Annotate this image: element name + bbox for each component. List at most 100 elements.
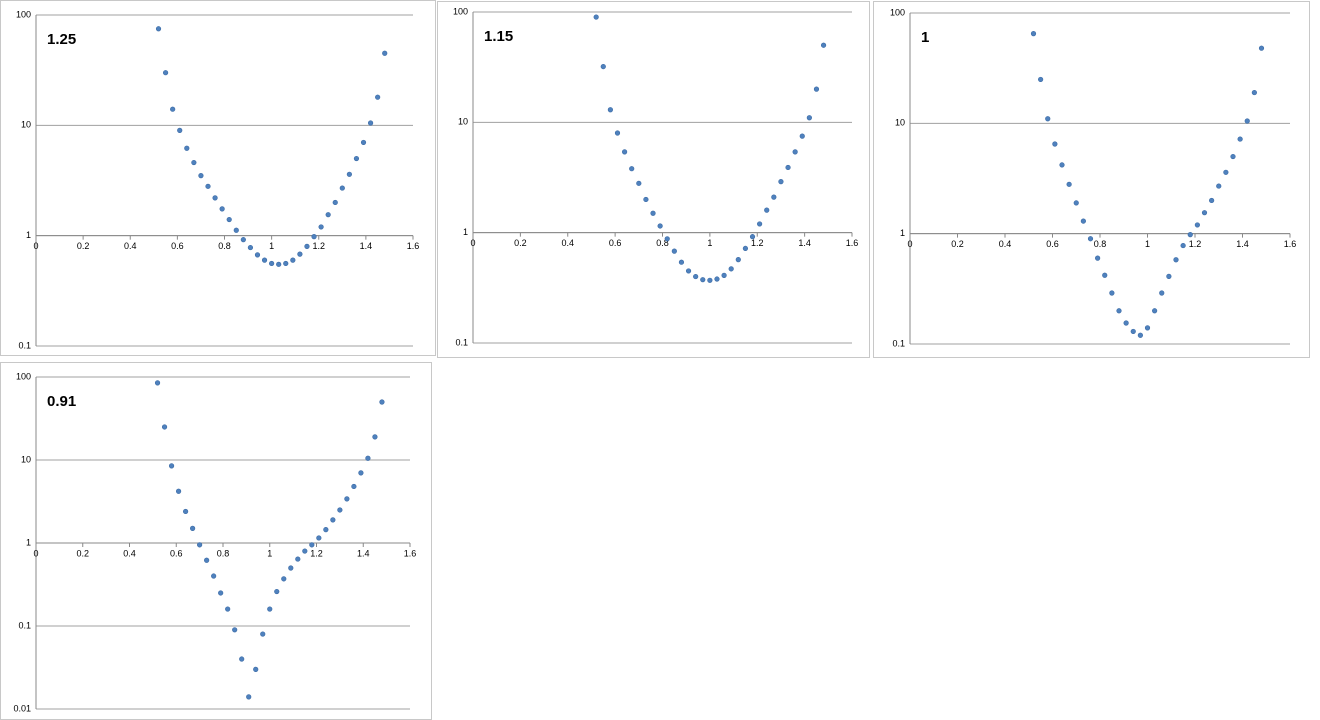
y-tick-label: 10 (21, 120, 31, 130)
data-point (1230, 153, 1236, 160)
x-tick-label: 1.2 (310, 548, 323, 558)
data-point (162, 70, 169, 76)
data-point (799, 133, 805, 139)
data-point (330, 517, 336, 523)
data-point (1123, 320, 1129, 326)
data-point (161, 424, 168, 430)
x-tick-label: 0 (907, 239, 912, 249)
data-point (600, 63, 606, 70)
data-point (1258, 45, 1265, 51)
data-point (254, 252, 261, 258)
data-point (785, 164, 791, 171)
y-tick-label: 10 (21, 454, 31, 464)
x-tick-label: 1.6 (846, 238, 859, 248)
data-point (205, 183, 211, 189)
chart-frame (0, 0, 436, 356)
data-point (1209, 197, 1215, 204)
data-point (636, 180, 642, 186)
data-point (1152, 308, 1158, 314)
data-point (281, 576, 287, 582)
data-point (650, 210, 656, 216)
data-point (1144, 325, 1151, 331)
data-point (1201, 210, 1208, 216)
x-tick-label: 1.2 (312, 241, 325, 251)
chart-frame (437, 1, 870, 358)
data-point (764, 207, 770, 213)
data-point (344, 496, 350, 502)
data-point (621, 149, 628, 155)
data-point (353, 155, 360, 162)
x-tick-label: 1.6 (1284, 239, 1297, 249)
data-point (1251, 89, 1257, 96)
y-tick-label: 10 (895, 118, 905, 128)
data-point (1116, 308, 1122, 314)
data-point (1087, 236, 1094, 242)
data-point (757, 221, 763, 227)
data-point (806, 115, 812, 121)
data-point (175, 488, 182, 494)
data-point (1066, 181, 1072, 187)
data-point (309, 542, 315, 548)
data-point (316, 535, 322, 541)
x-tick-label: 0.6 (1046, 239, 1059, 249)
data-point (372, 434, 378, 440)
data-point (1080, 218, 1086, 224)
x-tick-label: 0.8 (217, 548, 230, 558)
data-point (318, 224, 324, 230)
data-point (239, 656, 245, 662)
data-point (685, 268, 692, 274)
data-point (346, 171, 352, 177)
data-point (629, 166, 635, 172)
data-point (219, 206, 225, 212)
y-tick-label: 100 (453, 6, 468, 16)
data-point (184, 145, 190, 151)
x-tick-label: 1 (707, 238, 712, 248)
y-tick-label: 0.01 (13, 703, 31, 713)
data-point (339, 185, 345, 191)
data-point (233, 227, 239, 233)
data-point (365, 455, 371, 461)
data-point (771, 194, 777, 200)
data-point (1038, 76, 1044, 83)
x-tick-label: 0.8 (218, 241, 231, 251)
y-tick-label: 1 (26, 230, 31, 240)
data-point (1045, 116, 1051, 122)
data-point (325, 212, 331, 218)
data-point (290, 257, 296, 263)
chart: 100 10 1 0.1 0.01 0 0.2 0.4 0.6 0.8 1 1.2 1.4 1.6 0.91 (0, 362, 432, 720)
data-point (198, 173, 204, 179)
data-point (276, 261, 282, 267)
data-point (749, 234, 756, 240)
data-point (1180, 242, 1186, 249)
data-point (247, 244, 254, 251)
data-point (197, 542, 203, 548)
data-point (742, 245, 749, 252)
data-point (1052, 141, 1058, 147)
data-point (288, 565, 294, 571)
data-point (302, 548, 308, 554)
data-point (155, 26, 162, 32)
data-point (253, 666, 259, 672)
y-tick-label: 10 (458, 117, 468, 127)
data-point (1102, 272, 1108, 278)
data-point (311, 234, 317, 240)
y-tick-label: 1 (26, 537, 31, 547)
data-point (226, 216, 232, 223)
data-point (1223, 169, 1229, 175)
data-point (232, 627, 238, 633)
data-point (183, 508, 189, 515)
data-point (367, 120, 374, 126)
data-point (225, 606, 231, 612)
x-tick-label: 0.2 (951, 239, 964, 249)
x-tick-label: 0.8 (1094, 239, 1107, 249)
data-point (657, 223, 663, 229)
y-tick-label: 1 (463, 227, 468, 237)
data-point (375, 94, 381, 100)
x-tick-label: 1 (267, 548, 272, 558)
data-point (240, 237, 246, 243)
data-point (820, 42, 827, 48)
data-point (360, 139, 367, 146)
x-tick-label: 0.8 (656, 238, 669, 248)
